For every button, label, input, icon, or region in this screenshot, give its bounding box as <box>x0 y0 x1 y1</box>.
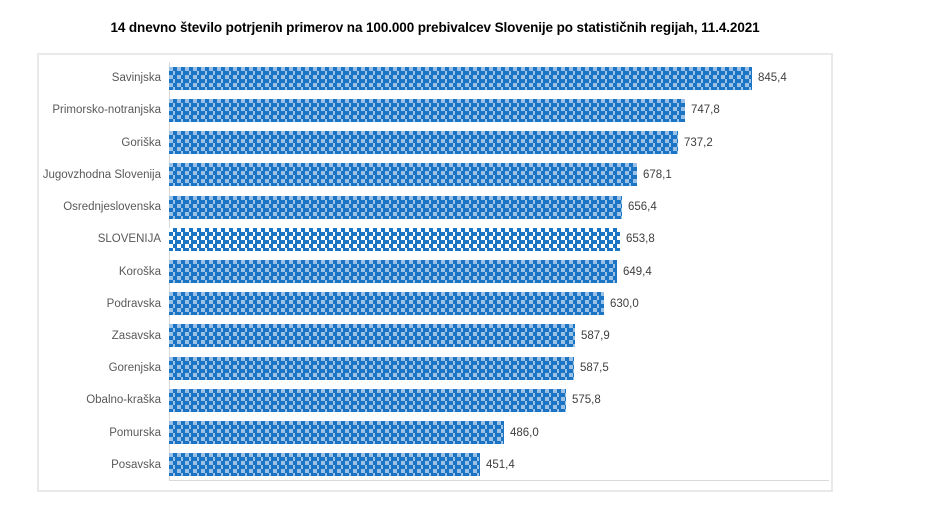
category-label: Gorenjska <box>108 362 161 375</box>
value-label: 653,8 <box>626 233 655 246</box>
chart-row: Pomurska 486,0 <box>39 417 831 449</box>
chart-frame: Savinjska 845,4 Primorsko-notranjska 747,8 G… <box>37 53 833 492</box>
chart-row: Gorenjska 587,5 <box>39 352 831 384</box>
bar <box>169 356 574 380</box>
bar <box>169 421 504 445</box>
plot-area: Savinjska 845,4 Primorsko-notranjska 747,8 G… <box>39 62 831 481</box>
bar <box>169 388 566 412</box>
bar-area: 747,8 <box>169 94 831 126</box>
value-label: 575,8 <box>572 394 601 407</box>
category-label: Pomurska <box>109 426 161 439</box>
bar <box>169 66 752 90</box>
category-label: Jugovzhodna Slovenija <box>42 168 161 181</box>
value-label: 649,4 <box>623 265 652 278</box>
category-label: Podravska <box>106 297 161 310</box>
bar <box>169 260 617 284</box>
chart-row: Obalno-kraška 575,8 <box>39 384 831 416</box>
chart-row: Osrednjeslovenska 656,4 <box>39 191 831 223</box>
value-axis-line <box>169 480 829 481</box>
bar <box>169 195 622 219</box>
category-label: SLOVENIJA <box>97 233 161 246</box>
bar <box>169 453 480 477</box>
chart-row: SLOVENIJA 653,8 <box>39 223 831 255</box>
bar-area: 587,9 <box>169 320 831 352</box>
category-label: Zasavska <box>111 329 161 342</box>
value-label: 587,5 <box>580 362 609 375</box>
category-label: Obalno-kraška <box>86 394 161 407</box>
bar-area: 845,4 <box>169 62 831 94</box>
bar-area: 678,1 <box>169 159 831 191</box>
bar-area: 587,5 <box>169 352 831 384</box>
category-label: Savinjska <box>111 72 161 85</box>
bar-area: 656,4 <box>169 191 831 223</box>
plot-rows: Savinjska 845,4 Primorsko-notranjska 747,8 G… <box>39 62 831 481</box>
bar <box>169 324 575 348</box>
bar-area: 737,2 <box>169 126 831 158</box>
value-label: 737,2 <box>684 136 713 149</box>
value-label: 747,8 <box>691 104 720 117</box>
chart-row: Podravska 630,0 <box>39 288 831 320</box>
category-label: Osrednjeslovenska <box>63 201 161 214</box>
chart-row: Koroška 649,4 <box>39 255 831 287</box>
bar <box>169 131 678 155</box>
chart-row: Posavska 451,4 <box>39 449 831 481</box>
bar-area: 653,8 <box>169 223 831 255</box>
bar <box>169 227 620 251</box>
chart-row: Savinjska 845,4 <box>39 62 831 94</box>
category-label: Koroška <box>118 265 161 278</box>
bar-area: 649,4 <box>169 255 831 287</box>
bar-area: 486,0 <box>169 417 831 449</box>
chart-row: Jugovzhodna Slovenija 678,1 <box>39 159 831 191</box>
bar <box>169 163 637 187</box>
value-label: 845,4 <box>758 72 787 85</box>
value-label: 486,0 <box>510 426 539 439</box>
bar <box>169 292 604 316</box>
value-label: 656,4 <box>628 201 657 214</box>
value-label: 678,1 <box>643 168 672 181</box>
value-label: 451,4 <box>486 458 515 471</box>
chart-row: Zasavska 587,9 <box>39 320 831 352</box>
value-label: 630,0 <box>610 297 639 310</box>
category-label: Goriška <box>121 136 161 149</box>
chart-row: Primorsko-notranjska 747,8 <box>39 94 831 126</box>
chart-row: Goriška 737,2 <box>39 126 831 158</box>
value-label: 587,9 <box>581 329 610 342</box>
bar <box>169 98 685 122</box>
category-label: Primorsko-notranjska <box>52 104 161 117</box>
bar-area: 575,8 <box>169 384 831 416</box>
bar-area: 630,0 <box>169 288 831 320</box>
chart-title: 14 dnevno število potrjenih primerov na … <box>110 20 760 35</box>
bar-area: 451,4 <box>169 449 831 481</box>
category-label: Posavska <box>111 458 161 471</box>
